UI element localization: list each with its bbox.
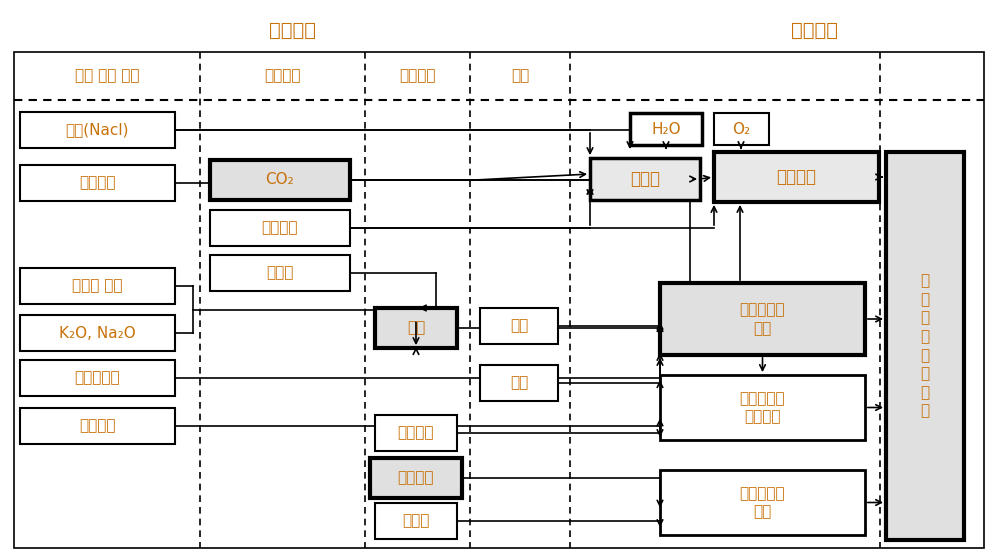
Text: H₂O: H₂O [651,122,681,137]
FancyBboxPatch shape [210,210,350,246]
Text: 특수환경: 특수환경 [399,69,436,84]
FancyBboxPatch shape [370,458,462,498]
Text: 일반환경: 일반환경 [264,69,301,84]
Text: 약품류: 약품류 [402,513,430,528]
Text: 재료 시공 결함: 재료 시공 결함 [75,69,139,84]
Text: 탄산화: 탄산화 [630,170,660,188]
Text: 열화현상: 열화현상 [792,21,838,40]
FancyBboxPatch shape [20,165,175,201]
Text: 해염인자: 해염인자 [262,220,298,235]
FancyBboxPatch shape [480,308,558,344]
Text: 동결융해: 동결융해 [398,470,434,485]
FancyBboxPatch shape [660,470,865,535]
FancyBboxPatch shape [375,503,457,539]
Text: K₂O, Na₂O: K₂O, Na₂O [59,325,136,340]
Text: 강도부족: 강도부족 [79,418,116,434]
Text: 콘크리트의
침식: 콘크리트의 침식 [740,485,785,519]
FancyBboxPatch shape [20,315,175,351]
Text: 해사(Nacl): 해사(Nacl) [66,123,129,137]
FancyBboxPatch shape [375,308,457,348]
Text: 재해: 재해 [511,69,529,84]
FancyBboxPatch shape [210,160,350,200]
FancyBboxPatch shape [20,408,175,444]
Text: 과하중: 과하중 [266,266,294,281]
FancyBboxPatch shape [375,415,457,451]
Text: 콜드조인트: 콜드조인트 [75,371,120,386]
FancyBboxPatch shape [714,152,879,202]
FancyBboxPatch shape [590,158,700,200]
Text: 지진: 지진 [510,319,528,334]
Text: 열화원인: 열화원인 [268,21,316,40]
Text: 반응성 골재: 반응성 골재 [72,278,123,294]
FancyBboxPatch shape [714,113,769,145]
Text: 피복부족: 피복부족 [79,176,116,190]
FancyBboxPatch shape [886,152,964,540]
Text: 콘크리트의
강도저하: 콘크리트의 강도저하 [740,391,785,424]
Text: 부
재
의
내
구
성
저
하: 부 재 의 내 구 성 저 하 [920,273,930,418]
Text: 화재: 화재 [510,376,528,391]
FancyBboxPatch shape [20,268,175,304]
Text: 진동: 진동 [407,320,425,335]
Text: 온도환경: 온도환경 [398,426,434,440]
FancyBboxPatch shape [630,113,702,145]
FancyBboxPatch shape [480,365,558,401]
FancyBboxPatch shape [210,255,350,291]
Text: CO₂: CO₂ [266,172,294,187]
FancyBboxPatch shape [20,360,175,396]
FancyBboxPatch shape [660,375,865,440]
Text: O₂: O₂ [732,122,751,137]
FancyBboxPatch shape [20,112,175,148]
Text: 콘크리트의
균열: 콘크리트의 균열 [740,302,785,336]
Text: 철근부식: 철근부식 [776,168,816,186]
FancyBboxPatch shape [660,283,865,355]
